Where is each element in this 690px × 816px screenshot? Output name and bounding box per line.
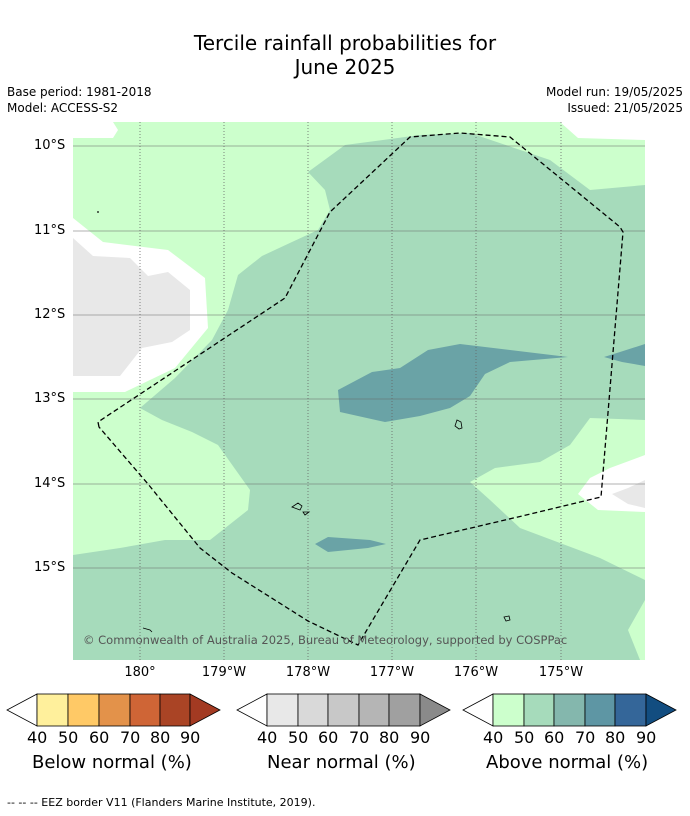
issued-date: Issued: 21/05/2025 (567, 101, 683, 115)
tick-label: 60 (89, 728, 110, 747)
island-outline (503, 615, 511, 622)
colorbar-swatch (523, 693, 555, 727)
colorbar-swatch (98, 693, 131, 727)
lon-label: 177°W (369, 665, 415, 680)
colorbar-below-title: Below normal (%) (32, 752, 192, 773)
map-title: Tercile rainfall probabilities for June … (0, 31, 690, 79)
colorbar-near (236, 693, 451, 727)
colorbar-swatch (266, 693, 299, 727)
tick-label: 90 (636, 728, 657, 747)
tick-label: 80 (379, 728, 400, 747)
islands (142, 419, 511, 633)
near-normal-region-west (73, 238, 190, 376)
colorbar-swatch (553, 693, 586, 727)
title-line-2: June 2025 (294, 55, 396, 79)
colorbar-swatch (388, 693, 421, 727)
above-60-region-central (338, 344, 568, 422)
colorbar-swatch (159, 693, 191, 727)
no-signal-region-north (255, 122, 645, 140)
tick-label: 50 (58, 728, 79, 747)
colorbar-swatch (297, 693, 329, 727)
lat-label: 12°S (34, 307, 66, 322)
lat-label: 11°S (34, 223, 66, 238)
colorbar-above-max-arrow (645, 693, 677, 727)
tick-label: 60 (544, 728, 565, 747)
colorbar-swatch (67, 693, 100, 727)
tick-label: 50 (514, 728, 535, 747)
lat-label: 10°S (34, 138, 66, 153)
tick-label: 50 (288, 728, 309, 747)
island-dot (97, 211, 99, 213)
probability-field (73, 122, 645, 660)
model-run: Model run: 19/05/2025 (545, 85, 683, 99)
lon-label: 178°W (285, 665, 331, 680)
copyright-text: © Commonwealth of Australia 2025, Bureau… (83, 633, 568, 647)
tick-label: 40 (257, 728, 278, 747)
tick-label: 90 (410, 728, 431, 747)
above-60-region-south (315, 537, 386, 552)
lon-label: 179°W (201, 665, 247, 680)
colorbar-swatch (584, 693, 616, 727)
lat-label: 15°S (34, 560, 66, 575)
colorbar-swatch (614, 693, 647, 727)
island-outline (291, 502, 311, 516)
colorbar-swatch (36, 693, 69, 727)
colorbar-swatch (492, 693, 525, 727)
lat-label: 14°S (34, 476, 66, 491)
lat-label: 13°S (34, 391, 66, 406)
colorbar-above (462, 693, 677, 727)
colorbar-swatch (358, 693, 390, 727)
meta-left: Base period: 1981-2018 Model: ACCESS-S2 (7, 84, 152, 116)
near-normal-region-east (612, 480, 645, 508)
meta-right: Model run: 19/05/2025 Issued: 21/05/2025 (546, 84, 683, 116)
tick-label: 40 (483, 728, 504, 747)
model-name: Model: ACCESS-S2 (7, 101, 119, 115)
colorbars (6, 693, 677, 727)
colorbar-near-title: Near normal (%) (267, 752, 416, 773)
colorbar-below-min-arrow (6, 693, 38, 727)
map-panel (73, 122, 645, 660)
tick-label: 70 (120, 728, 141, 747)
tick-label: 90 (180, 728, 201, 747)
above-60-region-east (604, 344, 645, 366)
island-outline (454, 419, 463, 430)
island-outline (142, 627, 153, 633)
lon-label: 175°W (538, 665, 584, 680)
colorbar-swatch (327, 693, 360, 727)
colorbar-above-title: Above normal (%) (486, 752, 649, 773)
colorbar-near-max-arrow (419, 693, 451, 727)
grid (73, 145, 645, 569)
title-line-1: Tercile rainfall probabilities for (193, 31, 497, 55)
tick-label: 60 (318, 728, 339, 747)
colorbar-near-min-arrow (236, 693, 268, 727)
tick-label: 40 (27, 728, 48, 747)
footer-note: -- -- -- EEZ border V11 (Flanders Marine… (7, 796, 316, 809)
base-period: Base period: 1981-2018 (7, 85, 152, 99)
tick-label: 70 (349, 728, 370, 747)
lon-label: 176°W (453, 665, 499, 680)
colorbar-below (6, 693, 221, 727)
lon-label: 180° (124, 665, 156, 680)
no-signal-region-nw (73, 122, 118, 138)
colorbar-swatch (129, 693, 161, 727)
tick-label: 80 (150, 728, 171, 747)
eez-border (97, 132, 624, 646)
tick-label: 70 (575, 728, 596, 747)
colorbar-above-min-arrow (462, 693, 494, 727)
tick-label: 80 (605, 728, 626, 747)
colorbar-below-max-arrow (189, 693, 221, 727)
